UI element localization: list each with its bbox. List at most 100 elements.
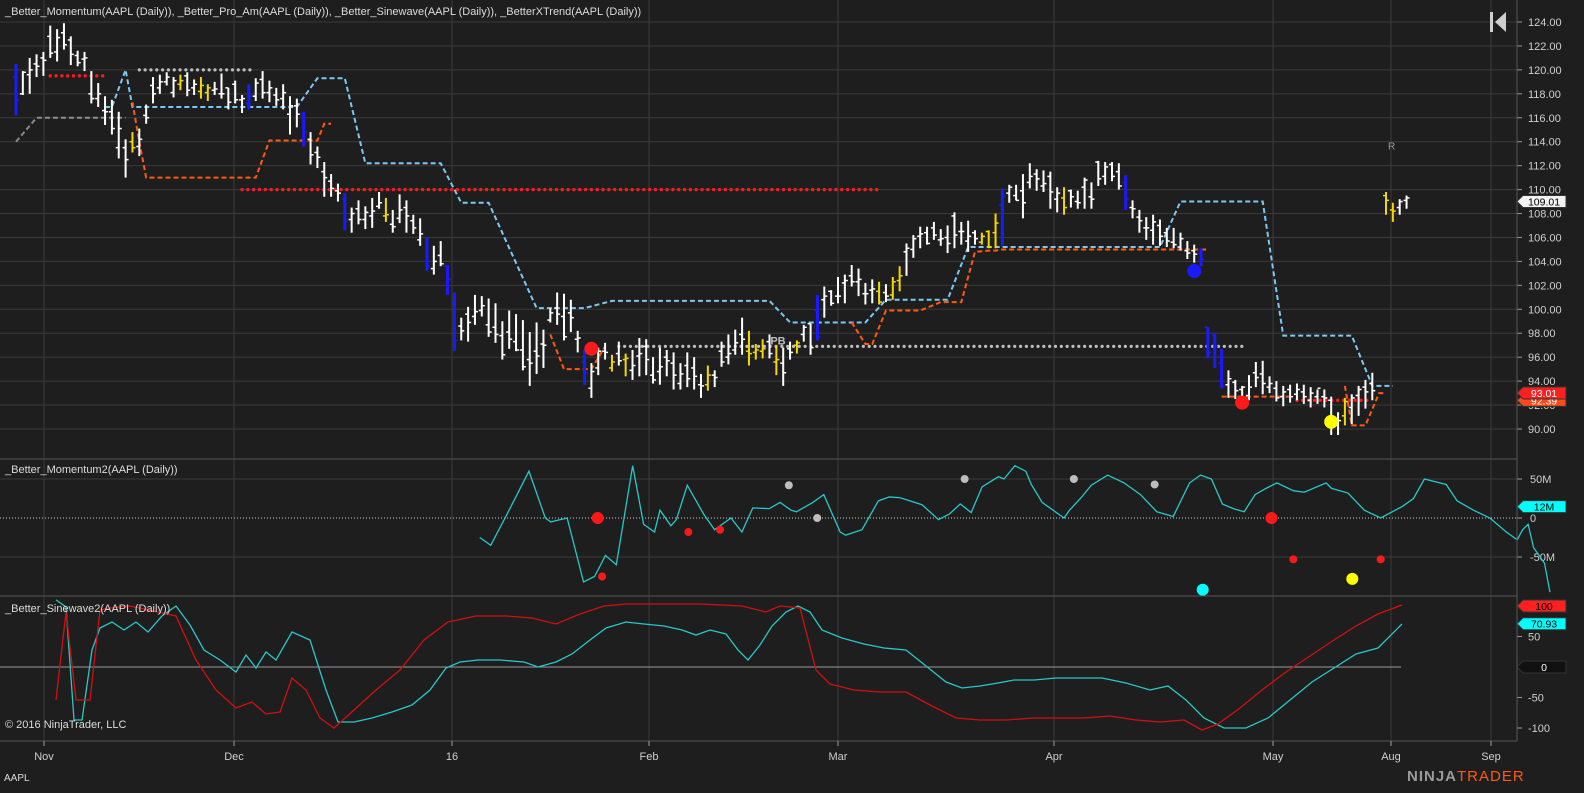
ohlc-bar — [47, 25, 54, 58]
grey-level-dot — [1152, 344, 1157, 349]
grey-level-dot — [919, 344, 924, 349]
ohlc-bar — [1293, 383, 1300, 401]
grey-level-dot — [716, 344, 720, 349]
ohlc-bar — [876, 281, 883, 305]
ohlc-bar — [19, 71, 26, 96]
sinewave-badge-red-shape — [1516, 599, 1567, 613]
grey-level-dot — [1053, 344, 1058, 349]
ohlc-bar — [321, 162, 328, 197]
red-level-dot — [269, 187, 273, 192]
ohlc-bar — [958, 221, 965, 245]
grey-level-dot — [1071, 344, 1075, 349]
grey-level-dot — [1059, 344, 1063, 349]
ohlc-bar — [280, 84, 287, 110]
red-level-dot — [682, 187, 687, 192]
ohlc-bar — [828, 290, 835, 306]
momentum-marker — [1265, 512, 1278, 524]
red-level-dot — [251, 187, 256, 192]
grey-level-dot — [867, 344, 871, 349]
ohlc-bar — [951, 212, 958, 249]
ohlc-bar — [1204, 326, 1211, 359]
ohlc-bar — [766, 334, 773, 359]
red-level-dot — [723, 187, 728, 192]
red-level-dot — [77, 74, 82, 78]
support-line — [850, 248, 1208, 346]
red-level-dot — [665, 187, 669, 192]
momentum-marker — [591, 512, 604, 524]
ohlc-bar — [444, 265, 451, 295]
red-level-dot — [240, 187, 244, 192]
ohlc-bar — [684, 352, 691, 388]
time-tick-label: Apr — [1045, 751, 1062, 763]
red-level-dot — [415, 187, 419, 192]
ohlc-bar — [1150, 214, 1157, 245]
red-level-dot — [781, 187, 786, 192]
ohlc-bar — [889, 276, 896, 300]
ohlc-bar — [622, 353, 629, 377]
red-level-dot — [764, 187, 768, 192]
ohlc-bar — [204, 84, 211, 102]
ohlc-bar — [1211, 333, 1218, 368]
red-level-dot — [688, 187, 693, 192]
ohlc-bar — [567, 299, 574, 333]
ohlc-bar — [629, 349, 636, 380]
ohlc-bar — [965, 220, 972, 252]
ohlc-bar — [1191, 244, 1198, 263]
grey-level-dot — [1147, 344, 1151, 349]
time-axis[interactable]: Nov Dec 16 Feb Mar Apr May Aug Sep — [34, 741, 1501, 763]
red-level-dot — [368, 187, 372, 192]
red-level-dot — [397, 187, 401, 192]
red-level-dot — [851, 187, 856, 192]
red-level-dot — [711, 187, 716, 192]
ohlc-bar — [896, 266, 903, 292]
ohlc-bar — [451, 292, 458, 352]
ohlc-bar — [663, 349, 670, 377]
collapse-panel-icon[interactable] — [1488, 9, 1510, 35]
ohlc-bar — [1136, 209, 1143, 233]
red-level-dot — [1359, 398, 1363, 402]
grey-level-dot — [896, 344, 900, 349]
ohlc-bar — [1218, 348, 1225, 389]
sinewave-badge-cyan: 70.93 — [1516, 617, 1567, 631]
grey-level-dot — [995, 344, 999, 349]
grey-level-dot — [1117, 344, 1122, 349]
price-badge-last: 109.01 — [1516, 194, 1567, 208]
sinewave-badge-cyan-shape — [1516, 617, 1567, 631]
red-level-dot — [857, 187, 861, 192]
red-level-dot — [263, 187, 268, 192]
ohlc-bar — [54, 29, 61, 62]
red-level-dot — [729, 187, 733, 192]
red-level-dot — [426, 187, 431, 192]
ohlc-bar — [232, 80, 239, 104]
sinewave-line — [55, 599, 1403, 729]
red-level-dot — [60, 74, 64, 78]
momentum-marker — [1346, 572, 1359, 585]
ohlc-bar — [561, 293, 567, 341]
ohlc-bar — [869, 279, 876, 304]
price-tick-label: 100.00 — [1528, 304, 1562, 316]
red-level-dot — [822, 187, 826, 192]
ohlc-bar — [615, 341, 622, 366]
grey-level-dot — [1001, 344, 1005, 349]
ohlc-bar — [225, 87, 232, 110]
sinewave-lead-line — [55, 603, 1403, 731]
ohlc-bar — [1396, 199, 1403, 215]
price-tick-label: 112.00 — [1528, 161, 1561, 173]
ohlc-bar — [376, 191, 383, 209]
sinewave-tick-label: -50 — [1528, 693, 1544, 705]
ohlc-bar — [698, 373, 704, 398]
red-level-dot — [578, 187, 582, 192]
red-level-dot — [816, 187, 821, 192]
ohlc-bar — [1081, 177, 1088, 209]
red-level-dot — [455, 187, 460, 192]
ohlc-bar — [985, 230, 992, 249]
ohlc-bar — [417, 218, 424, 246]
ohlc-bar — [485, 298, 492, 337]
momentum-marker — [784, 481, 793, 490]
red-level-dot — [246, 187, 250, 192]
price-panel-title: _Better_Momentum(AAPL (Daily)), _Better_… — [4, 6, 641, 18]
red-level-dot — [420, 187, 425, 192]
ohlc-bar — [513, 314, 520, 352]
support-line — [1343, 385, 1386, 427]
ohlc-bar — [348, 207, 355, 233]
